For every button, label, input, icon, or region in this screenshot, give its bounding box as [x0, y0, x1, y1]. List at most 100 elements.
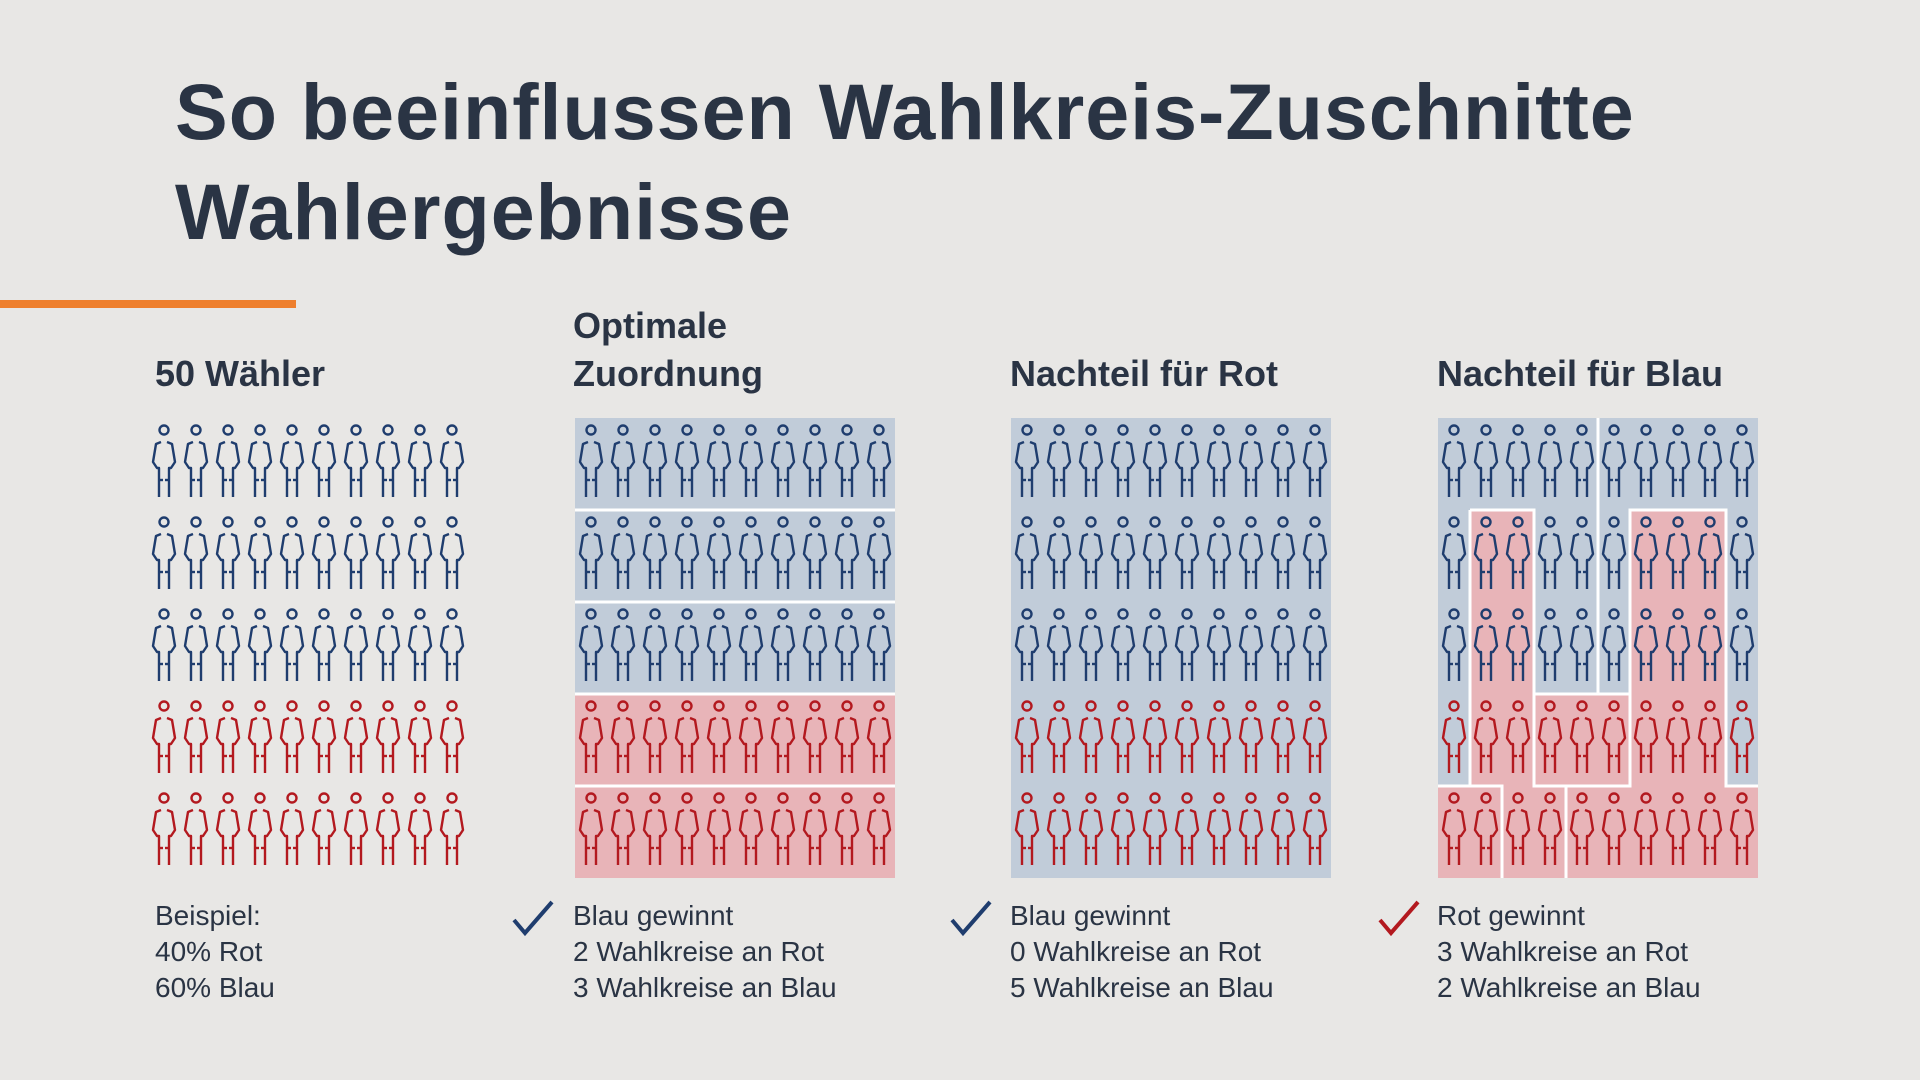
- voter-icon: [1238, 516, 1264, 589]
- voter-icon: [1014, 424, 1040, 497]
- voter-icon: [802, 700, 828, 773]
- voter-icon: [1270, 700, 1296, 773]
- caption-nachteil-rot: Blau gewinnt 0 Wahlkreise an Rot 5 Wahlk…: [1010, 898, 1274, 1006]
- voter-icon: [247, 792, 273, 865]
- voter-icon: [642, 516, 668, 589]
- voter-icon: [1046, 516, 1072, 589]
- voter-icon: [1537, 608, 1563, 681]
- voter-icon: [770, 516, 796, 589]
- voter-icon: [1174, 424, 1200, 497]
- voter-icon: [215, 516, 241, 589]
- voter-icon: [802, 516, 828, 589]
- voter-icon: [1569, 608, 1595, 681]
- voter-icon: [1665, 700, 1691, 773]
- voter-icon: [151, 608, 177, 681]
- voter-icon: [1537, 700, 1563, 773]
- voter-icon: [642, 608, 668, 681]
- voter-icon: [1505, 700, 1531, 773]
- grid-nachteil-blau: [1438, 418, 1758, 878]
- voter-icon: [183, 516, 209, 589]
- voter-icon: [1729, 516, 1755, 589]
- voter-icon: [674, 516, 700, 589]
- voter-icon: [1014, 608, 1040, 681]
- voter-icon: [1633, 792, 1659, 865]
- voter-icon: [802, 792, 828, 865]
- voter-icon: [578, 792, 604, 865]
- voter-icon: [407, 608, 433, 681]
- voter-icon: [311, 424, 337, 497]
- voter-icon: [1665, 608, 1691, 681]
- voter-icon: [1270, 424, 1296, 497]
- district-region: [575, 786, 895, 878]
- voter-icon: [770, 792, 796, 865]
- voter-icon: [1110, 516, 1136, 589]
- voter-icon: [1142, 792, 1168, 865]
- voter-icon: [738, 608, 764, 681]
- voter-icon: [1697, 792, 1723, 865]
- voter-icon: [1110, 700, 1136, 773]
- voter-icon: [1046, 792, 1072, 865]
- voter-icon: [1078, 792, 1104, 865]
- voter-icon: [343, 792, 369, 865]
- voter-icon: [706, 608, 732, 681]
- voter-icon: [1174, 608, 1200, 681]
- voter-icon: [1238, 700, 1264, 773]
- voter-icon: [610, 700, 636, 773]
- voter-icon: [866, 700, 892, 773]
- voter-icon: [1206, 700, 1232, 773]
- caption-line: Rot gewinnt: [1437, 900, 1585, 931]
- voter-icon: [1078, 516, 1104, 589]
- voter-icon: [247, 700, 273, 773]
- voter-icon: [610, 516, 636, 589]
- voter-icon: [151, 424, 177, 497]
- caption-voters: Beispiel: 40% Rot 60% Blau: [155, 898, 275, 1006]
- voter-icon: [802, 608, 828, 681]
- voter-icon: [183, 424, 209, 497]
- voter-icon: [866, 608, 892, 681]
- voter-icon: [215, 700, 241, 773]
- voter-icon: [674, 608, 700, 681]
- voter-icon: [375, 516, 401, 589]
- voter-icon: [1569, 792, 1595, 865]
- voter-icon: [343, 516, 369, 589]
- voter-icon: [1505, 516, 1531, 589]
- caption-line: Blau gewinnt: [573, 900, 734, 931]
- panel-heading-nachteil-rot: Nachteil für Rot: [1010, 350, 1278, 398]
- voter-icon: [610, 792, 636, 865]
- voter-icon: [343, 424, 369, 497]
- voter-icon: [738, 516, 764, 589]
- voter-icon: [375, 792, 401, 865]
- voter-icon: [834, 424, 860, 497]
- voter-icon: [1729, 608, 1755, 681]
- voter-icon: [1473, 424, 1499, 497]
- voter-icon: [834, 608, 860, 681]
- voter-icon: [642, 792, 668, 865]
- voter-icon: [1569, 700, 1595, 773]
- voter-icon: [279, 608, 305, 681]
- voter-icon: [578, 424, 604, 497]
- voter-icon: [375, 424, 401, 497]
- voter-icon: [866, 792, 892, 865]
- voter-icon: [1665, 516, 1691, 589]
- voter-icon: [1569, 516, 1595, 589]
- accent-bar: [0, 300, 296, 308]
- voter-icon: [866, 516, 892, 589]
- voter-icon: [642, 700, 668, 773]
- district-border: [1470, 508, 1758, 788]
- caption-line: 2 Wahlkreise an Rot: [573, 936, 825, 967]
- voter-icon: [1206, 424, 1232, 497]
- voter-icon: [279, 792, 305, 865]
- voter-icon: [1206, 792, 1232, 865]
- title-line-2: Wahlergebnisse: [175, 167, 792, 256]
- page-title: So beeinflussen Wahlkreis-Zuschnitte Wah…: [175, 62, 1635, 262]
- caption-line: Beispiel:: [155, 900, 261, 931]
- voter-icon: [1441, 424, 1467, 497]
- panel-heading-line: 50 Wähler: [155, 353, 326, 394]
- panel-heading-line: Nachteil für Blau: [1437, 353, 1724, 394]
- voter-icon: [183, 792, 209, 865]
- caption-nachteil-blau: Rot gewinnt 3 Wahlkreise an Rot 2 Wahlkr…: [1437, 898, 1701, 1006]
- district-border: [1470, 784, 1504, 878]
- voter-icon: [1505, 424, 1531, 497]
- voter-icon: [1078, 700, 1104, 773]
- voter-icon: [1110, 424, 1136, 497]
